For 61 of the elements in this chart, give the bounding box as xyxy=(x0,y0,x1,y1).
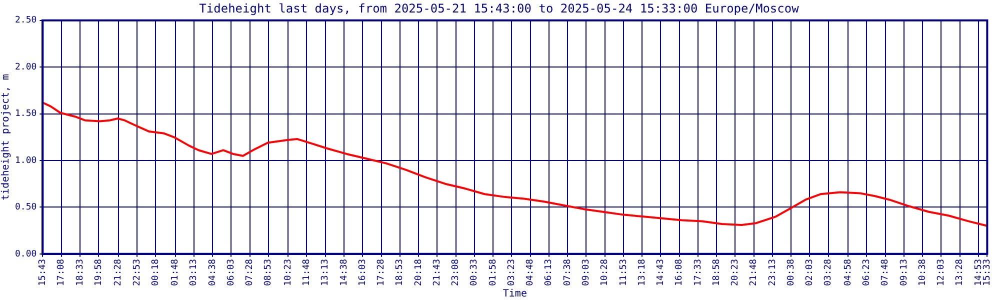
x-tick-label: 14:43 xyxy=(656,258,666,286)
x-tick-label: 17:28 xyxy=(376,258,387,286)
x-tick-label: 00:33 xyxy=(470,258,480,286)
x-tick-label: 10:23 xyxy=(283,258,294,286)
x-tick-label: 14:53 xyxy=(974,258,984,286)
x-tick-label: 13:13 xyxy=(320,258,331,286)
x-tick-label: 14:38 xyxy=(339,258,350,286)
y-tick-label: 1.50 xyxy=(14,109,37,120)
x-tick-label: 11:48 xyxy=(302,258,312,286)
x-tick-label: 07:28 xyxy=(245,258,256,286)
x-tick-label: 07:38 xyxy=(562,258,573,286)
x-tick-label: 10:38 xyxy=(918,258,928,286)
x-tick-label: 00:38 xyxy=(786,258,796,286)
x-tick-label: 20:18 xyxy=(414,258,424,286)
x-axis-title: Time xyxy=(502,288,527,300)
x-tick-label: 09:03 xyxy=(582,258,592,286)
y-tick-label: 2.50 xyxy=(14,16,37,26)
x-tick-label: 01:58 xyxy=(488,258,498,286)
x-tick-label: 03:28 xyxy=(824,258,834,286)
x-tick-label: 04:58 xyxy=(843,258,854,286)
x-tick-label: 18:33 xyxy=(75,258,86,286)
x-tick-label: 20:23 xyxy=(730,258,741,286)
x-tick-label: 15:33 xyxy=(982,258,993,286)
x-tick-label: 17:08 xyxy=(56,258,67,286)
x-tick-label: 04:48 xyxy=(526,258,536,286)
x-tick-label: 08:53 xyxy=(264,258,274,286)
x-tick-label: 21:48 xyxy=(749,258,760,286)
y-tick-label: 1.00 xyxy=(14,156,37,166)
x-tick-label: 16:08 xyxy=(674,258,685,286)
x-tick-label: 06:13 xyxy=(544,258,554,286)
x-tick-label: 01:48 xyxy=(170,258,181,286)
x-tick-label: 02:03 xyxy=(805,258,816,286)
x-tick-label: 12:03 xyxy=(936,258,947,286)
x-tick-label: 16:03 xyxy=(358,258,368,286)
x-tick-label: 00:18 xyxy=(150,258,161,286)
x-tick-label: 19:58 xyxy=(94,258,104,286)
x-tick-label: 18:58 xyxy=(712,258,722,286)
x-tick-label: 04:38 xyxy=(208,258,218,286)
x-tick-label: 06:23 xyxy=(862,258,872,286)
x-tick-label: 22:53 xyxy=(132,258,142,286)
chart-title: Tideheight last days, from 2025-05-21 15:43:00 to 2025-05-24 15:33:00 Europe/Moscow xyxy=(199,1,800,16)
x-tick-label: 03:23 xyxy=(506,258,517,286)
x-tick-label: 15:43 xyxy=(38,258,48,286)
x-tick-label: 21:43 xyxy=(432,258,442,286)
x-tick-label: 23:13 xyxy=(768,258,778,286)
x-tick-label: 13:28 xyxy=(955,258,966,286)
x-tick-label: 17:33 xyxy=(693,258,704,286)
y-tick-label: 0.00 xyxy=(14,249,37,260)
y-tick-label: 0.50 xyxy=(14,202,37,213)
x-tick-label: 23:08 xyxy=(451,258,462,286)
x-tick-label: 06:03 xyxy=(226,258,236,286)
y-axis-title: tideheight project, m xyxy=(0,74,12,200)
x-tick-label: 11:53 xyxy=(618,258,629,286)
x-tick-label: 10:28 xyxy=(600,258,610,286)
x-tick-label: 09:13 xyxy=(899,258,910,286)
x-tick-label: 18:53 xyxy=(395,258,406,286)
x-tick-label: 13:18 xyxy=(637,258,648,286)
x-tick-label: 03:13 xyxy=(189,258,200,286)
x-tick-label: 21:28 xyxy=(114,258,124,286)
x-tick-label: 07:48 xyxy=(880,258,891,286)
y-tick-label: 2.00 xyxy=(14,62,37,72)
